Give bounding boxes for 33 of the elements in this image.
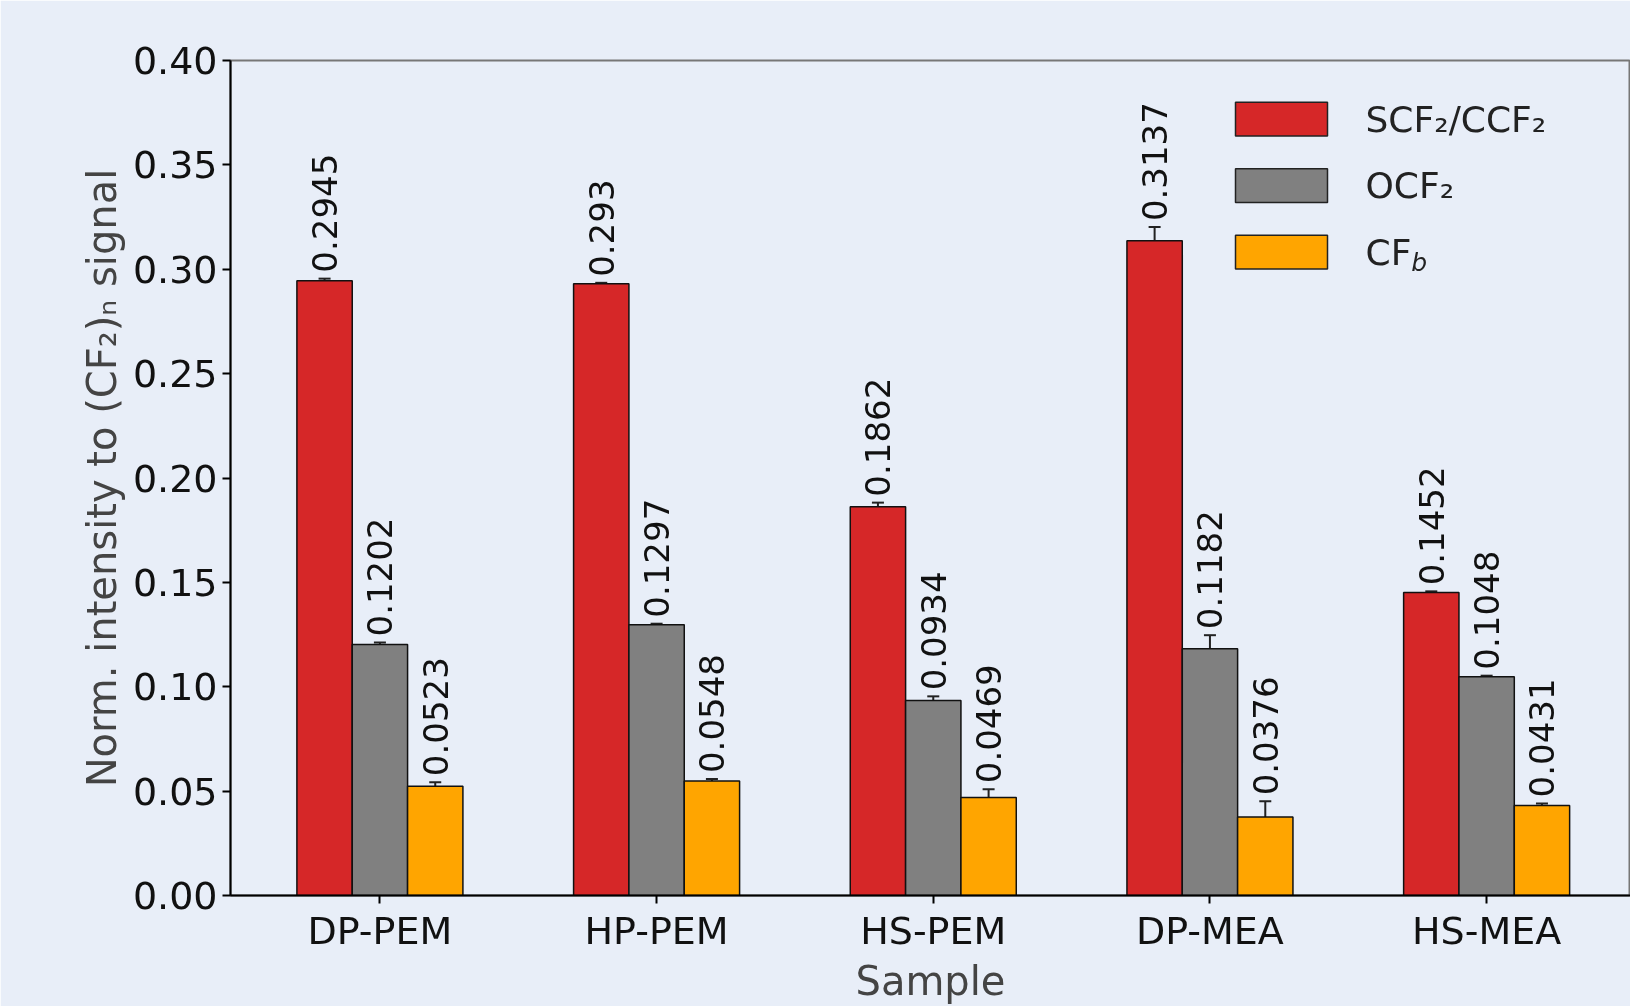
y-tick-label: 0.15 [132,560,218,605]
data-label: 0.1297 [637,498,678,618]
legend-label: SCF₂/CCF₂ [1365,98,1547,140]
y-tick-label: 0.10 [132,665,218,710]
data-label: 0.0934 [913,571,954,691]
data-label: 0.2945 [305,153,346,273]
x-tick-label: DP-PEM [307,908,453,953]
data-label: 0.3137 [1135,102,1176,222]
x-axis-title: Sample [855,957,1006,1004]
y-tick-label: 0.00 [132,874,218,918]
data-label: 0.0548 [692,654,733,774]
data-label: 0.0469 [969,664,1010,784]
x-tick-label: HS-MEA [1412,908,1562,953]
y-tick-label: 0.05 [132,769,218,814]
y-tick-label: 0.35 [132,143,218,188]
x-tick-label: HP-PEM [584,908,729,953]
x-tick-label: HS-PEM [860,908,1007,953]
data-label: 0.0376 [1245,676,1286,796]
data-label: 0.293 [581,179,622,277]
y-tick-label: 0.25 [132,352,218,397]
x-tick-label: DP-MEA [1136,908,1284,953]
data-label: 0.1452 [1411,466,1452,586]
data-label: 0.0431 [1522,678,1563,798]
data-label: 0.1048 [1467,550,1508,670]
legend-label: OCF₂ [1365,165,1455,207]
y-tick-label: 0.20 [132,456,218,501]
y-tick-label: 0.40 [132,39,218,83]
data-label: 0.1862 [858,377,899,497]
y-tick-label: 0.30 [132,247,218,292]
y-axis-title: Norm. intensity to (CF₂)ₙ signal [78,168,125,788]
data-label: 0.0523 [415,657,456,777]
data-label: 0.1202 [360,517,401,637]
data-label: 0.1182 [1190,510,1231,630]
